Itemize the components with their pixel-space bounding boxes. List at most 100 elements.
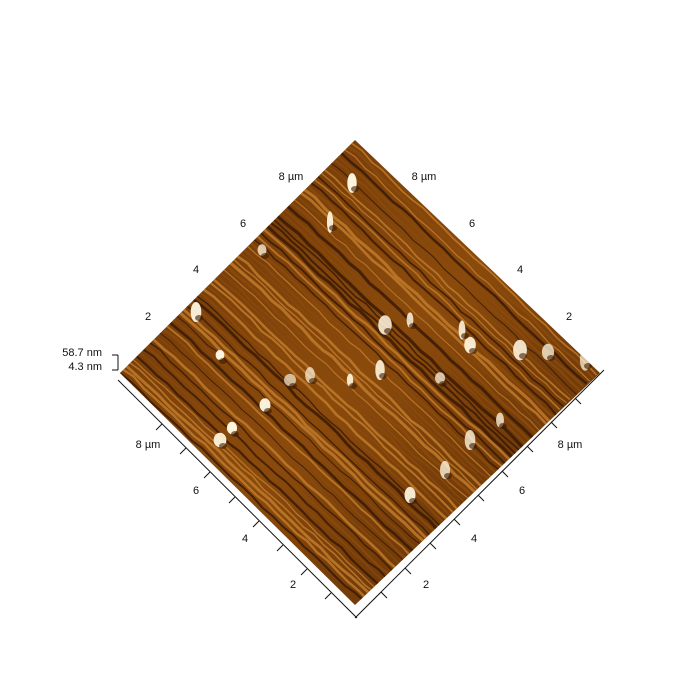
surface-ridge — [149, 342, 396, 575]
surface-peak — [215, 349, 225, 361]
surface-ridge — [270, 222, 517, 455]
surface-ridge — [260, 232, 507, 466]
surface-ridge — [173, 319, 420, 551]
surface-peak-shadow — [469, 348, 477, 354]
surface-ridge — [125, 365, 373, 597]
surface-ridge — [250, 242, 497, 475]
surface-ridge — [159, 332, 406, 563]
surface-ridge — [213, 278, 460, 513]
back-right-tick-1: 8 µm — [412, 171, 437, 183]
front-right-tick-3: 6 — [519, 485, 525, 497]
surface-ridges — [120, 142, 598, 603]
front-right-tick-1: 2 — [423, 579, 429, 591]
surface-ridge — [182, 308, 430, 542]
surface-ridge — [314, 179, 561, 411]
surface-ridge — [276, 215, 524, 449]
surface-ridge — [247, 246, 494, 479]
surface-peak-shadow — [264, 408, 272, 414]
surface-peak-shadow — [309, 378, 317, 384]
surface-ridge — [310, 182, 558, 416]
front-left-tick-2: 6 — [193, 485, 199, 497]
surface-peak — [346, 373, 354, 387]
surface-ridge — [129, 362, 376, 594]
surface-ridge — [327, 166, 574, 399]
surface-ridge — [142, 348, 390, 581]
surface-ridge — [186, 305, 433, 539]
surface-peak-shadow — [384, 328, 392, 334]
surface-ridge — [243, 249, 490, 481]
back-left-tick-3: 6 — [240, 218, 246, 230]
front-axis-labels: 8 µm 6 4 2 2 4 6 8 µm — [136, 439, 583, 591]
surface-peak-shadow — [439, 381, 447, 387]
surface-peak-shadow — [219, 443, 227, 449]
front-right-axis — [354, 369, 605, 619]
surface-peak-shadow — [547, 355, 555, 361]
surface-ridge — [156, 335, 403, 567]
surface-ridge — [337, 155, 584, 388]
surface-ridge — [206, 285, 453, 519]
back-axis-labels: 2 4 6 8 µm 8 µm 6 4 2 — [145, 171, 572, 323]
surface-ridge — [347, 145, 595, 379]
surface-peak-shadow — [349, 383, 357, 389]
surface-ridge — [229, 262, 477, 495]
surface-peak-shadow — [289, 383, 297, 389]
surface-peak-shadow — [409, 323, 417, 329]
surface-ridge — [331, 162, 577, 395]
surface-peak — [257, 244, 267, 256]
surface-ridge — [344, 149, 591, 382]
surface-peak-shadow — [379, 373, 387, 379]
surface-ridge — [166, 325, 413, 559]
front-right-tick-2: 4 — [471, 533, 477, 545]
surface-ridge — [193, 298, 440, 533]
back-right-tick-4: 2 — [566, 311, 572, 323]
surface-ridge — [297, 196, 544, 429]
surface-peak-shadow — [584, 363, 592, 369]
back-right-tick-2: 6 — [469, 218, 475, 230]
surface-ridge — [203, 288, 450, 522]
z-max-label: 58.7 nm — [62, 347, 102, 359]
surface-ridge — [294, 199, 541, 432]
surface-peak-shadow — [499, 423, 507, 429]
surface-ridge — [136, 355, 383, 589]
surface-peak-shadow — [219, 358, 227, 364]
surface-ridge — [196, 295, 443, 529]
surface-peak-shadow — [195, 315, 203, 321]
surface-peak-shadow — [231, 431, 239, 437]
front-left-tick-3: 4 — [242, 533, 248, 545]
surface-ridge — [324, 169, 571, 401]
back-left-tick-4: 8 µm — [279, 171, 304, 183]
surface-peaks — [190, 173, 592, 504]
surface-ridge — [146, 345, 393, 577]
surface-ridge — [303, 188, 551, 423]
surface-ridge — [209, 282, 457, 516]
surface-ridge — [273, 219, 520, 451]
front-axes — [117, 369, 605, 619]
surface-peak — [434, 372, 446, 384]
surface-ridge — [152, 338, 400, 572]
back-left-tick-1: 2 — [145, 311, 151, 323]
front-right-tick-4: 8 µm — [558, 439, 583, 451]
surface-ridge — [233, 259, 480, 493]
surface-ridge — [307, 185, 554, 418]
surface-peak-shadow — [351, 186, 359, 192]
surface-ridge — [120, 372, 366, 603]
front-left-axis — [117, 379, 358, 619]
surface-peak-shadow — [261, 253, 269, 259]
back-left-tick-2: 4 — [193, 264, 199, 276]
z-scale: 58.7 nm 4.3 nm — [62, 347, 119, 373]
surface-ridge — [122, 368, 370, 602]
back-right-tick-3: 4 — [517, 264, 523, 276]
surface-peak-shadow — [519, 353, 527, 359]
surface-ridge — [199, 292, 447, 526]
surface-ridge — [266, 225, 514, 459]
surface-ridge — [256, 235, 504, 468]
surface-ridge — [132, 359, 379, 592]
surface-ridge — [280, 212, 527, 445]
surface-peak-shadow — [329, 225, 337, 231]
surface-ridge — [334, 159, 581, 392]
surface-ridge — [300, 192, 548, 426]
surface-ridge — [317, 175, 564, 407]
front-left-tick-4: 2 — [290, 579, 296, 591]
surface-ridge — [223, 269, 470, 500]
